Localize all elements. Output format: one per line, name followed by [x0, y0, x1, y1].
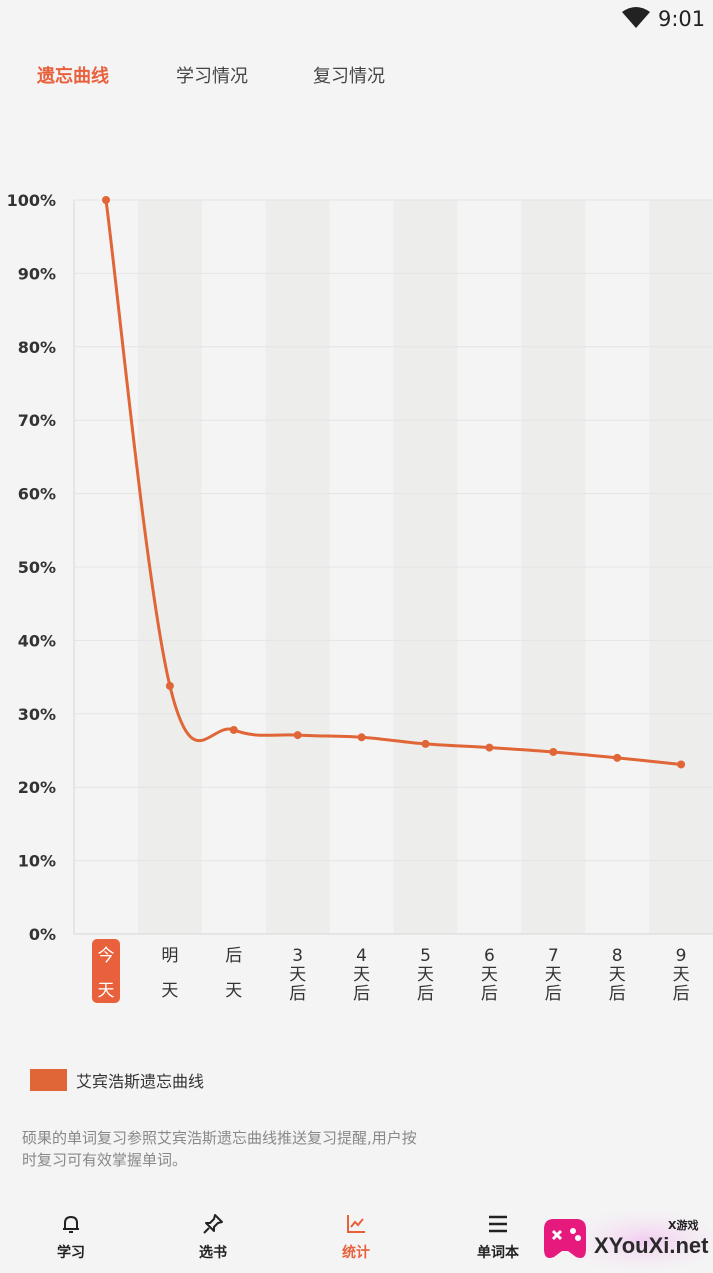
x-tick-label: 天 — [545, 965, 562, 985]
x-tick-label: 9 — [676, 946, 687, 966]
y-tick-label: 20% — [18, 778, 56, 797]
nav-label-books: 选书 — [199, 1245, 227, 1261]
chart-legend: 艾宾浩斯遗忘曲线 — [30, 1068, 204, 1092]
status-bar: 9:01 — [0, 0, 713, 40]
watermark: X游戏 XYouXi.net — [538, 1205, 713, 1273]
forgetting-curve-chart: 0%10%20%30%40%50%60%70%80%90%100%今天明天后天3… — [7, 191, 713, 1004]
wifi-icon — [622, 7, 650, 28]
nav-item-study[interactable]: 学习 — [21, 1200, 121, 1273]
y-tick-label: 50% — [18, 558, 56, 577]
gamepad-logo-icon — [544, 1209, 713, 1273]
data-point — [102, 196, 110, 204]
tab-bar: 遗忘曲线 学习情况 复习情况 — [0, 62, 713, 94]
nav-label-study: 学习 — [57, 1245, 85, 1261]
bottom-nav: 学习 选书 统计 单词本 — [0, 1200, 713, 1273]
x-tick-label: 天 — [353, 965, 370, 985]
x-tick-label: 明 — [161, 946, 178, 966]
data-point — [293, 731, 302, 740]
x-tick-label: 后 — [545, 984, 562, 1004]
data-point — [421, 739, 430, 748]
x-tick-label: 后 — [673, 984, 690, 1004]
x-tick-label: 天 — [481, 965, 498, 985]
description-note: 硕果的单词复习参照艾宾浩斯遗忘曲线推送复习提醒,用户按时复习可有效掌握单词。 — [22, 1129, 417, 1169]
status-clock: 9:01 — [658, 7, 706, 31]
x-tick-label: 后 — [353, 984, 370, 1004]
x-tick-label: 天 — [98, 981, 115, 1001]
x-tick-label: 后 — [481, 984, 498, 1004]
x-tick-label: 今 — [98, 946, 115, 966]
nav-item-wordbook[interactable]: 单词本 — [448, 1200, 548, 1273]
nav-label-wordbook: 单词本 — [477, 1245, 519, 1261]
x-tick-label: 天 — [225, 981, 242, 1001]
x-tick-label: 天 — [609, 965, 626, 985]
x-tick-label: 天 — [161, 981, 178, 1001]
chart-icon — [347, 1215, 365, 1233]
data-point — [229, 725, 238, 734]
data-point — [357, 733, 366, 742]
tab-forgetting-curve[interactable]: 遗忘曲线 — [37, 66, 109, 87]
data-point — [613, 753, 622, 762]
y-tick-label: 90% — [18, 264, 56, 283]
x-tick-label: 天 — [417, 965, 434, 985]
x-tick-label: 7 — [548, 946, 559, 966]
x-tick-label: 天 — [673, 965, 690, 985]
x-tick-label: 5 — [420, 946, 431, 966]
data-point — [677, 760, 686, 769]
bell-icon — [63, 1216, 79, 1233]
y-tick-label: 10% — [18, 852, 56, 871]
nav-item-stats[interactable]: 统计 — [306, 1200, 406, 1273]
y-tick-label: 80% — [18, 338, 56, 357]
y-tick-label: 100% — [7, 191, 56, 210]
data-point — [485, 743, 494, 752]
pin-icon — [203, 1214, 223, 1234]
y-tick-label: 0% — [29, 925, 56, 944]
x-tick-label: 8 — [612, 946, 623, 966]
legend-label: 艾宾浩斯遗忘曲线 — [76, 1072, 205, 1091]
y-tick-label: 40% — [18, 631, 56, 650]
watermark-small-text: X游戏 — [668, 1219, 699, 1232]
data-point — [549, 747, 558, 756]
list-icon — [489, 1215, 507, 1233]
y-tick-label: 30% — [18, 705, 56, 724]
tab-review-status[interactable]: 复习情况 — [313, 66, 385, 87]
y-tick-label: 70% — [18, 411, 56, 430]
x-tick-label: 3 — [292, 946, 303, 966]
x-tick-label: 后 — [289, 984, 306, 1004]
x-tick-label: 4 — [356, 946, 367, 966]
x-tick-label: 后 — [225, 946, 242, 966]
x-tick-highlight — [92, 939, 120, 1003]
legend-swatch — [30, 1069, 67, 1091]
tab-learning-status[interactable]: 学习情况 — [176, 66, 248, 87]
nav-label-stats: 统计 — [342, 1245, 370, 1261]
x-tick-label: 6 — [484, 946, 495, 966]
data-point — [165, 681, 174, 690]
x-tick-label: 后 — [609, 984, 626, 1004]
nav-item-books[interactable]: 选书 — [163, 1200, 263, 1273]
watermark-text: XYouXi.net — [594, 1233, 709, 1258]
x-tick-label: 天 — [289, 965, 306, 985]
series-line-ebbinghaus — [104, 198, 683, 766]
y-tick-label: 60% — [18, 485, 56, 504]
x-tick-label: 后 — [417, 984, 434, 1004]
